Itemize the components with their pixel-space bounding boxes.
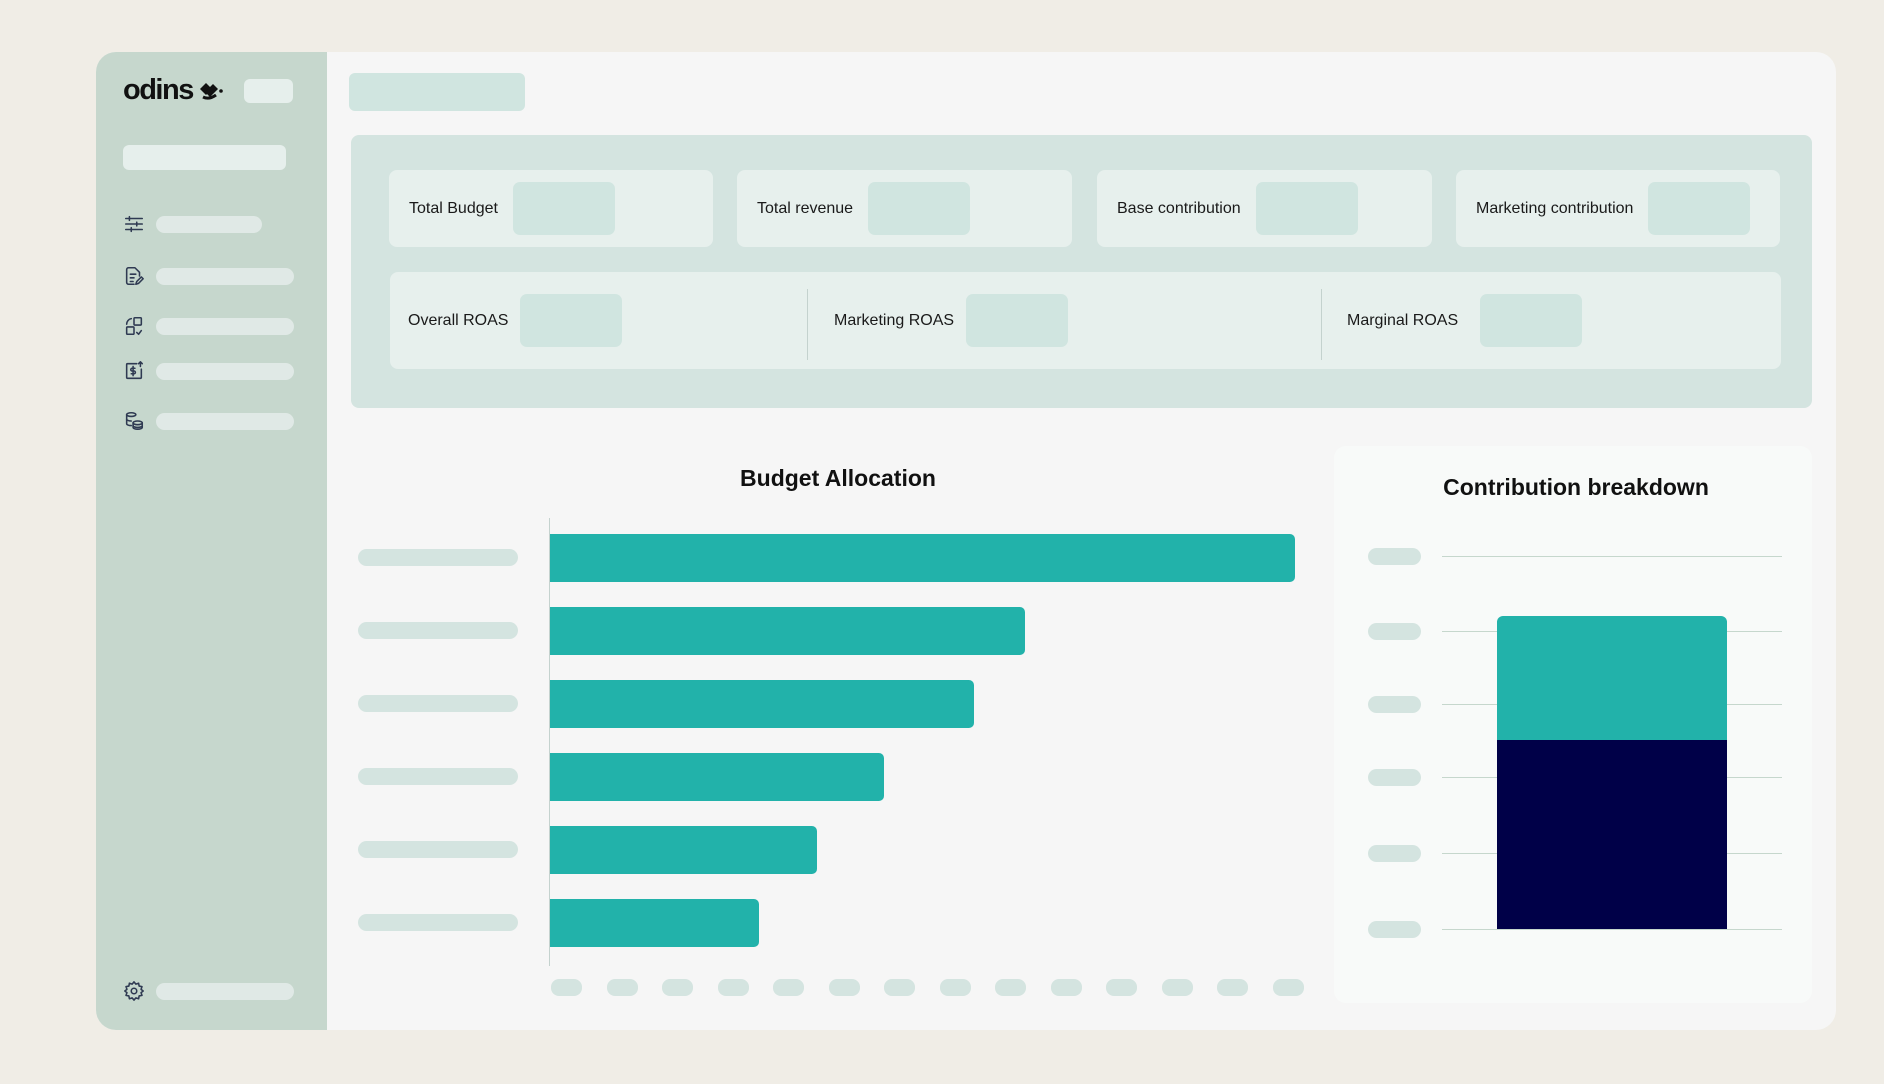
kpi-marketing-roas: Marketing ROAS	[834, 272, 1069, 369]
y-axis-label	[358, 841, 518, 858]
y-axis-label	[358, 695, 518, 712]
bar[interactable]	[550, 607, 1025, 655]
swap-icon	[122, 314, 146, 338]
y-axis-label	[1368, 921, 1421, 938]
y-axis-line	[549, 518, 550, 966]
divider	[807, 289, 808, 360]
kpi-label: Total revenue	[757, 199, 854, 217]
x-axis-label	[995, 979, 1026, 996]
sidebar-search[interactable]	[123, 145, 286, 170]
x-axis-label	[606, 979, 638, 996]
kpi-label: Marketing ROAS	[834, 311, 955, 329]
y-axis-label	[1368, 769, 1421, 786]
kpi-panel: Total Budget Total revenue Base contribu…	[351, 135, 1812, 408]
x-axis-label	[1161, 979, 1193, 996]
kpi-value	[1480, 294, 1583, 347]
sidebar-item-label	[156, 215, 262, 233]
contribution-breakdown-chart: Contribution breakdown	[1334, 446, 1812, 1003]
sidebar-item-label	[156, 317, 294, 335]
x-axis-label	[717, 979, 749, 996]
kpi-value	[966, 294, 1069, 347]
sidebar-item-budget[interactable]	[122, 359, 294, 383]
workspace-badge[interactable]	[244, 79, 293, 103]
x-axis-label	[1217, 979, 1248, 996]
bar[interactable]	[550, 899, 759, 947]
chart-title: Budget Allocation	[740, 465, 936, 491]
sidebar: odins	[96, 52, 327, 1030]
kpi-label: Overall ROAS	[408, 311, 509, 329]
x-axis-label	[662, 979, 693, 996]
sidebar-item-settings[interactable]	[122, 979, 294, 1003]
sidebar-item-settings-controls[interactable]	[122, 212, 262, 236]
bar[interactable]	[550, 534, 1295, 582]
kpi-value	[520, 294, 623, 347]
x-axis-label	[551, 979, 582, 996]
kpi-value	[1255, 182, 1358, 235]
y-axis-label	[358, 622, 518, 639]
y-axis-label	[1368, 623, 1421, 640]
x-axis-label	[1106, 979, 1137, 996]
brand-name: odins	[123, 74, 194, 106]
app-window: odins	[96, 52, 1836, 1030]
kpi-label: Marginal ROAS	[1347, 311, 1459, 329]
sidebar-item-label	[156, 982, 294, 1000]
kpi-label: Total Budget	[409, 199, 498, 217]
bar[interactable]	[550, 753, 884, 801]
roas-row: Overall ROAS Marketing ROAS Marginal ROA…	[390, 272, 1781, 369]
bar[interactable]	[550, 826, 817, 874]
kpi-label: Base contribution	[1117, 199, 1241, 217]
kpi-base-contribution: Base contribution	[1097, 170, 1432, 247]
x-axis-label	[828, 979, 860, 996]
kpi-value	[868, 182, 971, 235]
odins-mark-icon	[199, 82, 223, 100]
gridline	[1442, 556, 1782, 557]
page-title	[349, 73, 525, 111]
sidebar-item-reports[interactable]	[122, 264, 294, 288]
kpi-total-revenue: Total revenue	[737, 170, 1072, 247]
y-axis-label	[1368, 696, 1421, 713]
x-axis-label	[939, 979, 971, 996]
bar-segment-base[interactable]	[1497, 739, 1727, 929]
kpi-overall-roas: Overall ROAS	[408, 272, 623, 369]
x-axis-label	[1272, 979, 1304, 996]
x-axis-label	[1050, 979, 1082, 996]
brand-logo[interactable]: odins	[123, 74, 223, 107]
y-axis-label	[358, 914, 518, 931]
divider	[1321, 289, 1322, 360]
sidebar-item-label	[156, 412, 294, 430]
sidebar-item-spend[interactable]	[122, 409, 294, 433]
sidebar-item-scenarios[interactable]	[122, 314, 294, 338]
bar-segment-marketing[interactable]	[1497, 615, 1727, 740]
y-axis-label	[358, 549, 518, 566]
kpi-marginal-roas: Marginal ROAS	[1347, 272, 1583, 369]
x-axis-label	[773, 979, 804, 996]
sliders-icon	[122, 212, 146, 236]
y-axis-label	[1368, 548, 1421, 565]
kpi-total-budget: Total Budget	[389, 170, 713, 247]
coins-icon	[122, 409, 146, 433]
x-axis-label	[884, 979, 915, 996]
kpi-value	[1648, 182, 1751, 235]
kpi-marketing-contribution: Marketing contribution	[1456, 170, 1780, 247]
kpi-label: Marketing contribution	[1476, 199, 1634, 217]
bar[interactable]	[550, 680, 974, 728]
chart-title: Contribution breakdown	[1443, 474, 1709, 500]
sidebar-item-label	[156, 362, 294, 380]
kpi-value	[512, 182, 615, 235]
gear-icon	[122, 979, 146, 1003]
document-edit-icon	[122, 264, 146, 288]
sidebar-item-label	[156, 267, 294, 285]
y-axis-label	[358, 768, 518, 785]
dollar-up-icon	[122, 359, 146, 383]
gridline	[1442, 929, 1782, 930]
y-axis-label	[1368, 845, 1421, 862]
